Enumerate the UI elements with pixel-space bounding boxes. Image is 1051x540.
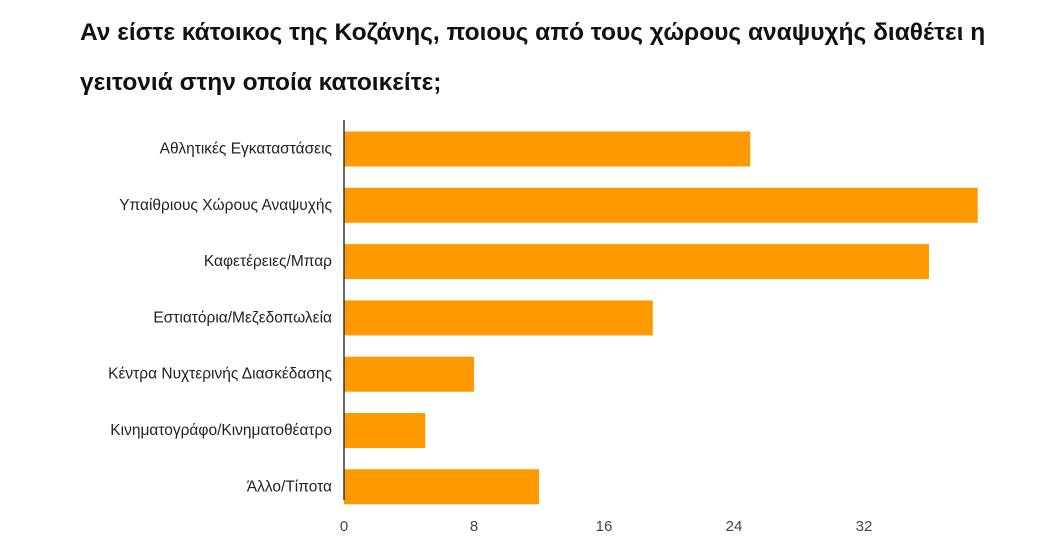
category-label: Καφετέρειες/Μπαρ	[204, 253, 332, 270]
x-tick-label: 16	[596, 518, 613, 535]
category-label: Κινηματογράφο/Κινηματοθέατρο	[110, 422, 332, 439]
bar	[344, 469, 539, 505]
x-tick-label: 8	[470, 518, 478, 535]
category-label: Εστιατόρια/Μεζεδοπωλεία	[153, 309, 332, 326]
x-tick-label: 0	[340, 518, 348, 535]
category-label: Άλλο/Τίποτα	[247, 478, 332, 495]
x-tick-label: 32	[856, 518, 873, 535]
x-tick-label: 24	[726, 518, 743, 535]
category-label: Κέντρα Νυχτερινής Διασκέδασης	[108, 366, 332, 383]
category-labels-group: Αθλητικές Εγκαταστάσεις Υπαίθριους Χώρους…	[108, 141, 332, 496]
chart-title: Αν είστε κάτοικος της Κοζάνης, ποιους απ…	[80, 19, 986, 96]
category-label: Υπαίθριους Χώρους Αναψυχής	[119, 197, 332, 214]
category-label: Αθλητικές Εγκαταστάσεις	[160, 141, 332, 158]
bar	[344, 300, 653, 336]
bar	[344, 244, 929, 280]
bars-group	[344, 131, 978, 505]
bar	[344, 187, 978, 223]
bar	[344, 356, 474, 392]
bar	[344, 131, 751, 167]
bar	[344, 413, 426, 448]
x-tick-labels-group: 0 8 16 24 32	[340, 518, 873, 535]
